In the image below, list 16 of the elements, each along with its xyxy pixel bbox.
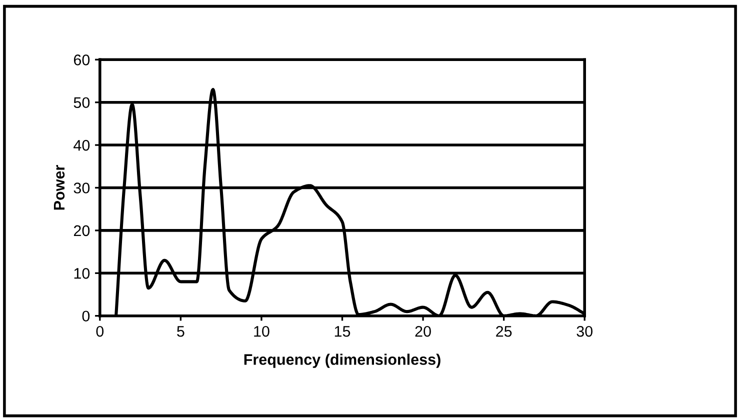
x-tick-label: 15: [334, 326, 350, 337]
y-tick-label: 10: [74, 268, 90, 279]
x-tick-label: 10: [254, 326, 270, 337]
x-tick-label: 5: [177, 326, 184, 337]
y-axis-title: Power: [54, 165, 65, 210]
y-tick-label: 0: [82, 310, 90, 322]
y-tick-label: 50: [74, 97, 90, 108]
x-tick-label: 20: [415, 326, 431, 337]
x-tick-label: 30: [576, 326, 592, 337]
y-tick-label: 40: [74, 140, 90, 151]
x-axis-title: Frequency (dimensionless): [244, 354, 440, 368]
x-tick-label: 25: [496, 326, 512, 337]
y-tick-label: 60: [74, 54, 90, 66]
x-tick-label: 0: [96, 326, 104, 337]
y-tick-label: 20: [74, 225, 90, 236]
y-tick-label: 30: [74, 182, 90, 194]
